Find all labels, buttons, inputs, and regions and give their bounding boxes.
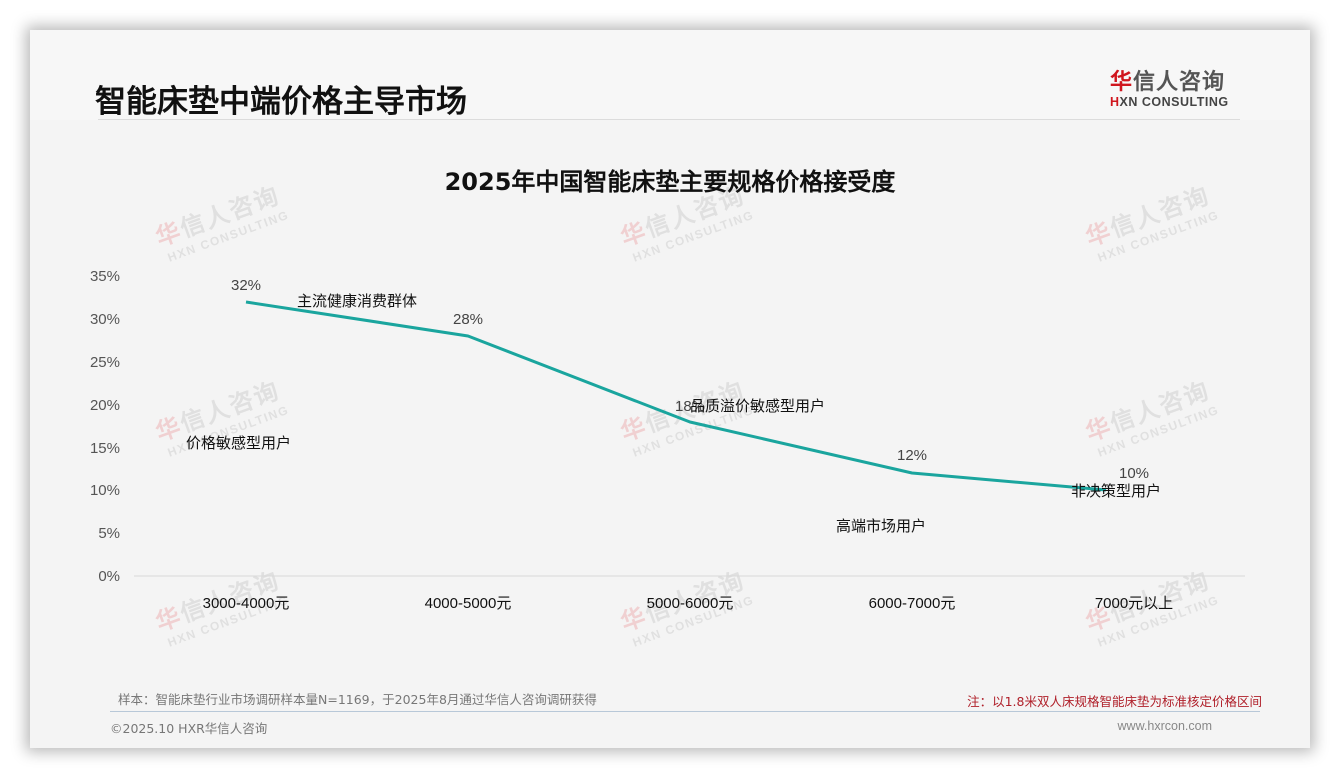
line-chart: 0% 5% 10% 15% 20% 25% 30% 35% 3000-4000元… <box>90 268 1245 612</box>
y-tick: 5% <box>98 525 120 542</box>
data-label: 18% <box>675 398 705 415</box>
website-link[interactable]: www.hxrcon.com <box>1117 719 1212 733</box>
y-tick: 30% <box>90 311 120 328</box>
annotation-high-end: 高端市场用户 <box>836 517 926 535</box>
annotation-non-decision: 非决策型用户 <box>1071 482 1161 500</box>
footer-divider <box>110 711 1260 712</box>
annotation-quality-premium: 品质溢价敏感型用户 <box>690 397 825 415</box>
slide: 智能床垫中端价格主导市场 华信人咨询 HXN CONSULTING 华信人咨询 … <box>30 30 1310 748</box>
data-label: 28% <box>453 311 483 328</box>
header-band <box>30 30 1310 120</box>
x-tick: 6000-7000元 <box>869 595 956 612</box>
data-labels: 32% 28% 18% 12% 10% <box>231 277 1149 482</box>
logo-en: HXN CONSULTING <box>1110 95 1229 109</box>
annotation-price-sensitive: 价格敏感型用户 <box>186 434 291 452</box>
title-divider <box>98 119 1240 120</box>
y-axis: 0% 5% 10% 15% 20% 25% 30% 35% <box>90 268 120 585</box>
x-tick: 4000-5000元 <box>425 595 512 612</box>
y-tick: 25% <box>90 354 120 371</box>
page-title: 智能床垫中端价格主导市场 <box>95 84 467 120</box>
brand-logo: 华信人咨询 HXN CONSULTING <box>1110 64 1240 109</box>
y-tick: 0% <box>98 568 120 585</box>
x-tick: 3000-4000元 <box>203 595 290 612</box>
copyright: ©2025.10 HXR华信人咨询 <box>110 721 268 736</box>
segment-annotations: 价格敏感型用户 主流健康消费群体 品质溢价敏感型用户 高端市场用户 非决策型用户 <box>186 292 1161 535</box>
data-label: 10% <box>1119 465 1149 482</box>
x-axis: 3000-4000元 4000-5000元 5000-6000元 6000-70… <box>203 595 1174 612</box>
y-tick: 20% <box>90 397 120 414</box>
x-tick: 5000-6000元 <box>647 595 734 612</box>
chart-title: 2025年中国智能床垫主要规格价格接受度 <box>444 168 896 196</box>
data-label: 12% <box>897 447 927 464</box>
logo-cn: 华信人咨询 <box>1110 70 1226 95</box>
data-label: 32% <box>231 277 261 294</box>
y-tick: 10% <box>90 482 120 499</box>
series-line <box>245 300 1107 492</box>
source-note: 样本：智能床垫行业市场调研样本量N=1169，于2025年8月通过华信人咨询调研… <box>118 692 597 707</box>
y-tick: 15% <box>90 440 120 457</box>
footnote: 注：以1.8米双人床规格智能床垫为标准核定价格区间 <box>967 694 1262 709</box>
annotation-mainstream: 主流健康消费群体 <box>297 292 417 310</box>
x-tick: 7000元以上 <box>1095 595 1173 612</box>
y-tick: 35% <box>90 268 120 285</box>
